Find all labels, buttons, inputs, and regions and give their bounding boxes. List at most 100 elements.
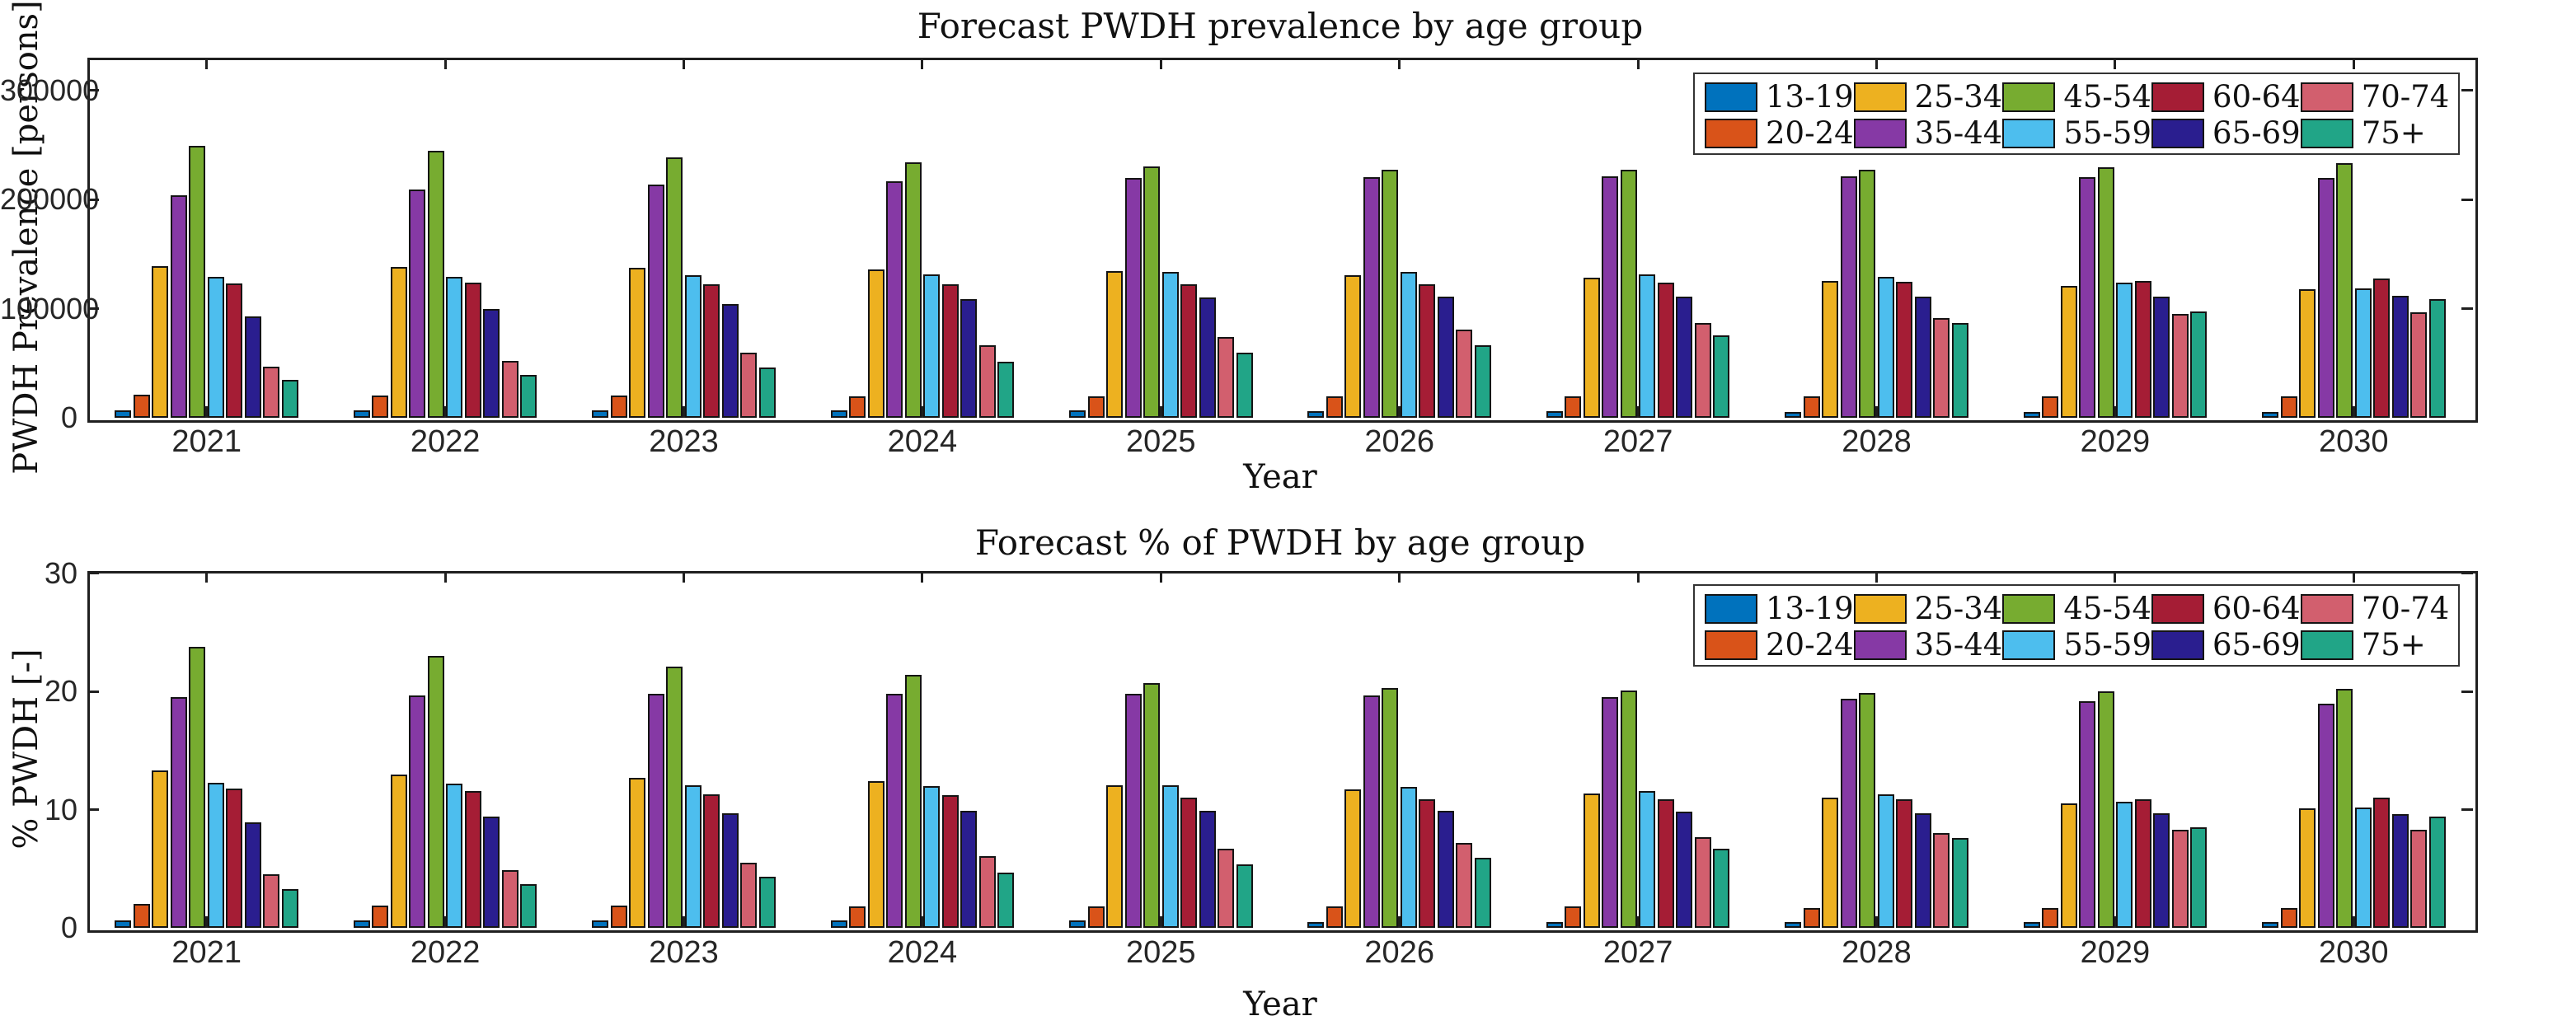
y-tick-mark (2461, 89, 2473, 92)
x-tick-label: 2030 (2319, 935, 2389, 970)
bar-2027-20-24 (1565, 906, 1582, 928)
bar-2021-13-19 (115, 920, 132, 928)
bar-2021-35-44 (170, 697, 187, 928)
x-tick-mark (683, 571, 685, 583)
bar-2021-25-34 (152, 770, 169, 928)
legend-swatch-65-69 (2151, 630, 2205, 660)
bar-2023-75+ (758, 368, 776, 418)
bar-2026-65-69 (1437, 297, 1454, 418)
bar-2024-55-59 (923, 274, 941, 418)
legend-label: 55-59 (2063, 115, 2152, 151)
bar-2026-25-34 (1344, 789, 1362, 928)
bar-2024-20-24 (849, 396, 866, 418)
bar-2027-70-74 (1694, 322, 1711, 418)
y-tick-label: 20 (44, 674, 77, 709)
y-tick-mark (87, 198, 99, 201)
bar-2023-70-74 (740, 863, 758, 928)
legend-item-13-19: 13-19 (1705, 591, 1854, 627)
bar-2024-60-64 (941, 283, 959, 418)
y-tick-mark (87, 572, 99, 575)
bar-2029-70-74 (2171, 829, 2189, 928)
bar-2024-70-74 (978, 855, 996, 928)
legend-item-55-59: 55-59 (2002, 115, 2151, 152)
legend-swatch-65-69 (2151, 119, 2205, 148)
bar-2029-75+ (2190, 311, 2208, 418)
bar-2025-65-69 (1199, 297, 1216, 418)
bar-2025-70-74 (1218, 848, 1235, 928)
bar-2023-65-69 (721, 303, 739, 418)
x-tick-mark (2352, 571, 2355, 583)
bar-2021-45-54 (189, 646, 206, 928)
bar-2024-20-24 (849, 906, 866, 928)
x-tick-mark (1875, 406, 1878, 418)
bar-2026-35-44 (1363, 695, 1380, 928)
bar-2025-60-64 (1180, 284, 1198, 418)
bar-2022-55-59 (446, 784, 463, 928)
bar-2028-75+ (1951, 838, 1968, 928)
bar-2025-13-19 (1069, 410, 1086, 418)
bar-2029-20-24 (2042, 907, 2059, 928)
bar-2028-13-19 (1785, 411, 1802, 418)
legend-label: 60-64 (2212, 79, 2301, 115)
chart-prevalence: Forecast PWDH prevalence by age group PW… (0, 0, 2478, 496)
bar-2022-35-44 (409, 695, 426, 928)
x-axis-label: Year (1243, 458, 1317, 496)
bar-2025-35-44 (1124, 694, 1142, 928)
legend-label: 75+ (2361, 627, 2426, 662)
bar-2022-13-19 (353, 920, 370, 928)
bar-2025-20-24 (1087, 396, 1105, 418)
bar-2021-70-74 (263, 874, 280, 928)
x-tick-label: 2021 (171, 935, 242, 970)
bar-2021-20-24 (133, 395, 150, 418)
bar-2023-60-64 (703, 794, 720, 928)
legend-item-60-64: 60-64 (2151, 79, 2301, 115)
x-tick-mark (205, 58, 209, 69)
y-tick-mark (2461, 690, 2473, 693)
legend-label: 35-44 (1914, 627, 2003, 662)
bar-2024-25-34 (867, 781, 884, 928)
x-tick-mark (2114, 916, 2117, 928)
bar-2022-25-34 (390, 266, 407, 418)
x-tick-mark (1875, 571, 1878, 583)
bar-2027-45-54 (1620, 690, 1637, 928)
x-tick-label: 2024 (887, 935, 958, 970)
bar-2028-35-44 (1840, 176, 1857, 418)
legend-label: 75+ (2361, 115, 2426, 151)
legend-label: 13-19 (1766, 79, 1854, 115)
x-tick-label: 2025 (1126, 424, 1196, 459)
bar-2025-45-54 (1143, 683, 1161, 928)
bar-2026-75+ (1474, 858, 1491, 928)
bar-2023-65-69 (721, 812, 739, 928)
x-tick-mark (1398, 58, 1401, 69)
legend-item-65-69: 65-69 (2151, 115, 2301, 152)
bar-2026-75+ (1474, 344, 1491, 418)
legend-item-60-64: 60-64 (2151, 591, 2301, 627)
legend-label: 20-24 (1766, 627, 1854, 662)
x-tick-mark (1636, 571, 1640, 583)
bar-2029-60-64 (2134, 280, 2151, 418)
bar-2024-70-74 (978, 344, 996, 418)
x-tick-mark (2352, 406, 2355, 418)
legend-swatch-70-74 (2300, 594, 2353, 624)
bar-2024-45-54 (904, 675, 922, 928)
bar-2023-25-34 (629, 777, 646, 928)
legend-swatch-25-34 (1853, 82, 1907, 112)
bar-2022-13-19 (353, 410, 370, 418)
bar-2021-35-44 (170, 194, 187, 418)
chart-title: Forecast PWDH prevalence by age group (917, 6, 1644, 46)
bar-2029-25-34 (2060, 285, 2077, 418)
x-tick-label: 2028 (1842, 935, 1912, 970)
legend-label: 70-74 (2361, 591, 2450, 626)
bar-2024-13-19 (830, 920, 847, 928)
bar-2030-65-69 (2391, 296, 2409, 418)
bar-2026-20-24 (1326, 906, 1343, 928)
bar-2025-60-64 (1180, 798, 1198, 928)
x-tick-mark (1636, 58, 1640, 69)
bar-2030-55-59 (2354, 288, 2372, 418)
legend-item-75+: 75+ (2300, 115, 2450, 152)
legend-item-65-69: 65-69 (2151, 627, 2301, 663)
bar-2026-60-64 (1419, 284, 1436, 418)
bar-2024-55-59 (923, 785, 941, 928)
bar-2023-45-54 (666, 667, 683, 928)
bar-2028-60-64 (1896, 798, 1913, 928)
